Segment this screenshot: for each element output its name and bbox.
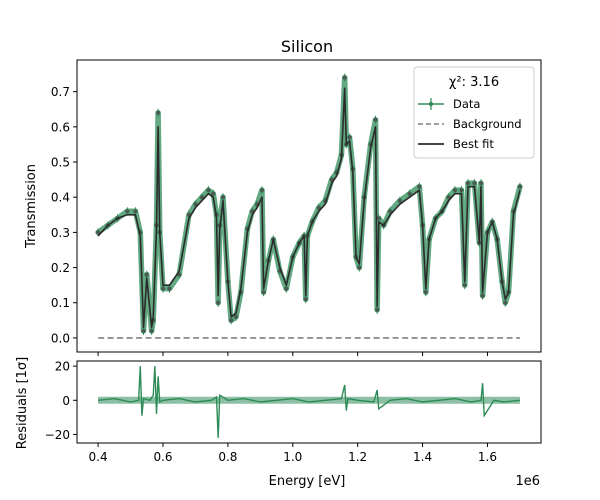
main-y-axis-label: Transmission (24, 164, 39, 249)
data-point (387, 208, 393, 214)
residuals-y-axis-label: Residuals [1σ] (15, 357, 30, 449)
data-point (141, 328, 146, 334)
chart-title: Silicon (281, 37, 333, 56)
data-point (373, 117, 378, 123)
main-y-ticks: 0.0 0.1 0.2 0.3 0.4 0.5 0.6 0.7 (51, 85, 77, 345)
legend-title: χ²: 3.16 (449, 75, 499, 90)
data-point (459, 187, 464, 193)
data-point (261, 289, 266, 295)
residuals-y-ticks: −20 0 20 (45, 360, 77, 442)
legend-entry-data: Data (418, 97, 480, 111)
data-point (446, 194, 451, 200)
residuals-x-tick-label: 0.6 (153, 450, 172, 464)
data-point (193, 201, 198, 207)
main-plot: 0.0 0.1 0.2 0.3 0.4 0.5 0.6 0.7 (51, 59, 542, 356)
data-point (155, 110, 161, 116)
main-y-tick-label: 0.0 (51, 331, 70, 345)
data-point (502, 300, 508, 306)
main-x-ticks (97, 352, 488, 356)
data-point (472, 180, 477, 186)
legend-label-background: Background (453, 117, 522, 131)
data-point (144, 272, 150, 278)
residuals-data-layer (98, 366, 520, 438)
main-plot-frame (76, 59, 542, 353)
residuals-x-tick-label: 0.8 (218, 450, 237, 464)
data-point (465, 180, 471, 186)
data-point (149, 328, 155, 334)
residuals-plot-frame (76, 360, 542, 444)
data-point (374, 307, 380, 313)
residuals-y-tick-label: −20 (45, 428, 70, 442)
data-point (160, 286, 166, 292)
residuals-y-tick-label: 20 (55, 360, 70, 374)
data-point (423, 289, 429, 295)
data-point (462, 282, 468, 288)
best-fit-line (97, 87, 521, 329)
data-point (259, 187, 265, 193)
data-point (206, 187, 211, 193)
data-point (233, 314, 239, 320)
data-point (303, 296, 309, 302)
data-point (480, 293, 485, 299)
data-point (199, 194, 205, 200)
x-axis-offset-label: 1e6 (515, 474, 540, 489)
data-point (517, 184, 523, 190)
data-point (452, 187, 458, 193)
legend-entry-best-fit: Best fit (418, 137, 494, 151)
data-point (347, 134, 352, 140)
residuals-x-ticks: 0.4 0.6 0.8 1.0 1.2 1.4 1.6 (89, 443, 497, 464)
data-point (316, 205, 322, 211)
data-point (416, 184, 422, 190)
data-point (397, 198, 403, 204)
main-y-tick-label: 0.3 (51, 226, 70, 240)
legend-swatch-data-marker (428, 101, 434, 107)
data-point (215, 300, 221, 306)
main-y-tick-label: 0.5 (51, 156, 70, 170)
legend-entry-background: Background (418, 117, 522, 131)
data-point (210, 191, 216, 197)
data-point (124, 208, 130, 214)
data-point (376, 215, 382, 221)
data-point (95, 229, 101, 235)
main-y-tick-label: 0.1 (51, 296, 70, 310)
x-axis-label: Energy [eV] (269, 474, 346, 489)
legend-label-data: Data (453, 97, 480, 111)
main-data-layer (95, 73, 523, 339)
residuals-y-tick-label: 0 (62, 394, 70, 408)
data-point (228, 317, 234, 323)
data-point (478, 180, 484, 186)
main-y-tick-label: 0.6 (51, 120, 70, 134)
data-point (220, 194, 226, 200)
data-point (283, 286, 289, 292)
residuals-x-tick-label: 1.4 (413, 450, 432, 464)
main-y-tick-label: 0.7 (51, 85, 70, 99)
data-point (167, 286, 172, 292)
residuals-plot: 0.4 0.6 0.8 1.0 1.2 1.4 1.6 −20 0 20 (45, 360, 542, 464)
legend-box (413, 66, 535, 159)
data-point (407, 191, 412, 197)
residuals-x-tick-label: 1.6 (478, 450, 497, 464)
residuals-x-tick-label: 1.2 (348, 450, 367, 464)
data-point (356, 265, 362, 270)
main-y-tick-label: 0.4 (51, 191, 70, 205)
legend-label-best-fit: Best fit (453, 137, 494, 151)
residuals-x-tick-label: 0.4 (89, 450, 108, 464)
legend: χ²: 3.16 Data Background Best fit (413, 66, 535, 159)
main-y-tick-label: 0.2 (51, 261, 70, 275)
residuals-x-tick-label: 1.0 (283, 450, 302, 464)
data-point (133, 208, 138, 214)
data-point (342, 75, 348, 80)
